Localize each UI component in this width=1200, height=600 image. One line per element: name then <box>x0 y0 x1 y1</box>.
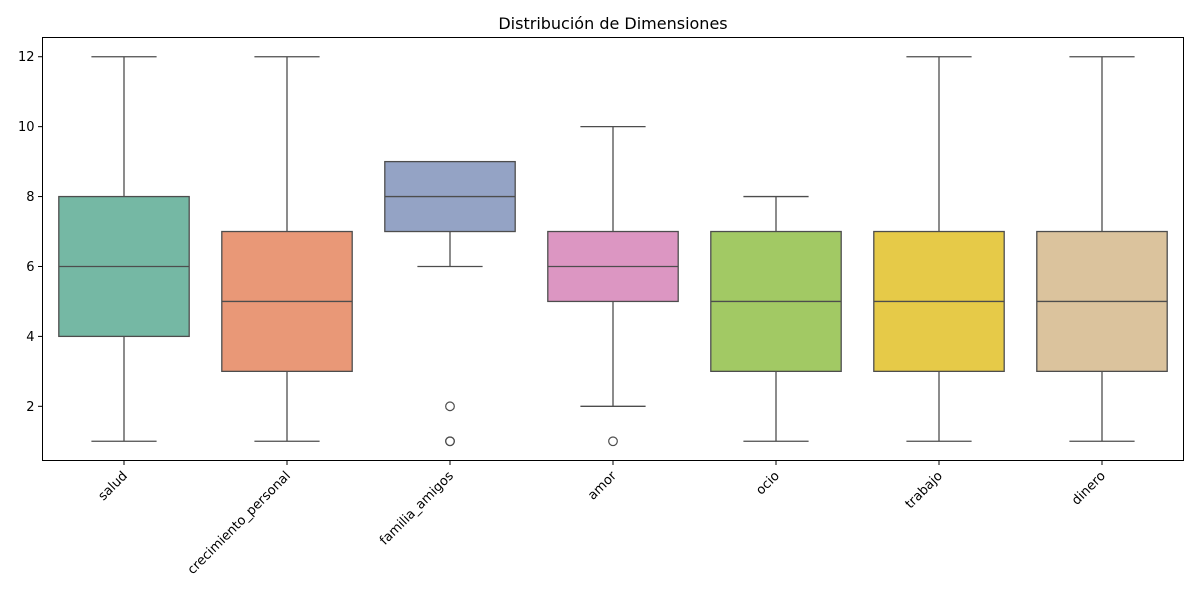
outlier-point <box>445 401 455 412</box>
y-tick-label: 12 <box>18 50 35 65</box>
plot-frame <box>42 37 1184 461</box>
x-tick-label: dinero <box>1069 469 1109 509</box>
outlier-point <box>445 436 455 447</box>
chart-title: Distribución de Dimensiones <box>498 14 727 33</box>
outlier-point <box>608 436 618 447</box>
y-tick-label: 8 <box>26 190 34 205</box>
y-tick-label: 6 <box>26 260 34 275</box>
y-tick-label: 10 <box>18 120 35 135</box>
x-tick-label: ocio <box>753 469 782 498</box>
x-tick-label: salud <box>96 469 131 504</box>
x-tick-label: trabajo <box>903 469 946 512</box>
box-crecimiento_personal <box>221 56 353 442</box>
box-amor <box>547 125 679 447</box>
y-tick-label: 4 <box>26 330 34 345</box>
y-tick-label: 2 <box>26 400 34 415</box>
box-trabajo <box>873 56 1005 442</box>
x-tick-label: crecimiento_personal <box>185 469 294 578</box>
box-salud <box>58 56 190 442</box>
box-dinero <box>1036 56 1168 442</box>
box-familia_amigos <box>384 160 516 447</box>
x-tick-label: familia_amigos <box>377 469 457 549</box>
x-tick-label: amor <box>585 468 620 503</box>
box-ocio <box>710 195 842 442</box>
